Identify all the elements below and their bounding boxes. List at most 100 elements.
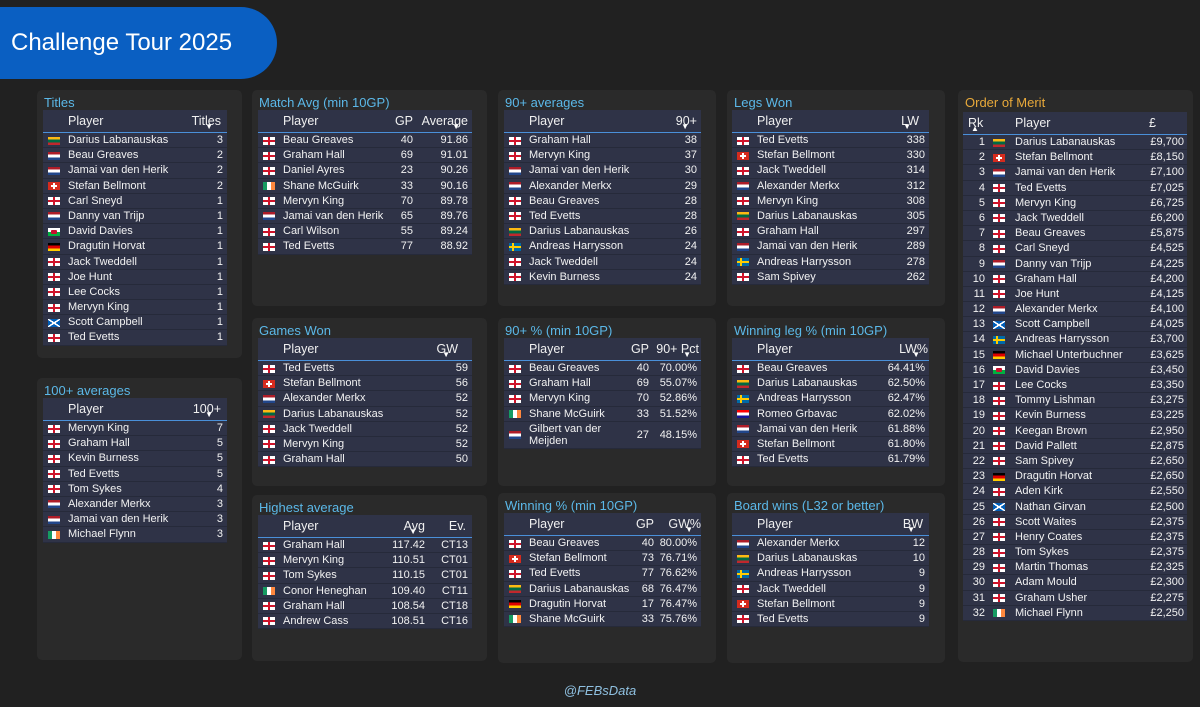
table-row[interactable]: Andreas Harrysson 24 — [504, 239, 701, 255]
table-row[interactable]: 1 Darius Labanauskas £9,700 — [963, 135, 1187, 151]
table-row[interactable]: Beau Greaves 40 70.00% — [504, 361, 701, 377]
table-row[interactable]: Romeo Grbavac 62.02% — [732, 407, 929, 422]
table-row[interactable]: Jack Tweddell 1 — [43, 255, 227, 270]
table-row[interactable]: Stefan Bellmont 56 — [258, 376, 472, 392]
sort-desc-icon[interactable]: ▼ — [205, 122, 213, 131]
table-row[interactable]: Beau Greaves 40 80.00% — [504, 536, 701, 552]
table-row[interactable]: 18 Tommy Lishman £3,275 — [963, 393, 1187, 409]
table-row[interactable]: Kevin Burness 5 — [43, 451, 227, 467]
table-row[interactable]: Jack Tweddell 52 — [258, 422, 472, 437]
sort-desc-icon[interactable]: ▼ — [681, 122, 689, 131]
table-row[interactable]: Stefan Bellmont 73 76.71% — [504, 551, 701, 567]
table-row[interactable]: Alexander Merkx 29 — [504, 179, 701, 194]
table-row[interactable]: Darius Labanauskas 62.50% — [732, 376, 929, 392]
table-row[interactable]: 6 Jack Tweddell £6,200 — [963, 211, 1187, 227]
table-row[interactable]: 30 Adam Mould £2,300 — [963, 575, 1187, 591]
table-row[interactable]: Beau Greaves 40 91.86 — [258, 133, 472, 149]
column-header[interactable]: 90+ — [675, 114, 697, 128]
table-row[interactable]: Graham Hall 69 91.01 — [258, 148, 472, 164]
table-row[interactable]: 13 Scott Campbell £4,025 — [963, 317, 1187, 333]
sort-desc-icon[interactable]: ▼ — [409, 527, 417, 536]
table-row[interactable]: Sam Spivey 262 — [732, 270, 929, 285]
table-row[interactable]: 15 Michael Unterbuchner £3,625 — [963, 348, 1187, 363]
table-row[interactable]: Graham Hall 297 — [732, 224, 929, 240]
sort-desc-icon[interactable]: ▼ — [452, 122, 460, 131]
table-row[interactable]: Graham Hall 108.54 CT18 — [258, 599, 472, 614]
table-row[interactable]: Darius Labanauskas 52 — [258, 407, 472, 422]
table-row[interactable]: 3 Jamai van den Herik £7,100 — [963, 165, 1187, 181]
table-row[interactable]: 22 Sam Spivey £2,650 — [963, 454, 1187, 470]
column-header[interactable]: 100+ — [192, 402, 221, 416]
column-header[interactable]: 90+ Pct — [656, 342, 699, 356]
table-row[interactable]: Shane McGuirk 33 51.52% — [504, 407, 701, 422]
table-row[interactable]: Dragutin Horvat 17 76.47% — [504, 597, 701, 612]
table-row[interactable]: Jamai van den Herik 61.88% — [732, 422, 929, 437]
table-row[interactable]: Andreas Harrysson 278 — [732, 255, 929, 270]
table-row[interactable]: Joe Hunt 1 — [43, 270, 227, 285]
table-row[interactable]: Graham Hall 38 — [504, 133, 701, 149]
column-header[interactable]: GW — [436, 342, 458, 356]
table-row[interactable]: Danny van Trijp 1 — [43, 209, 227, 225]
table-row[interactable]: Gilbert van der Meijden 27 48.15% — [504, 422, 701, 449]
table-row[interactable]: Darius Labanauskas 10 — [732, 551, 929, 567]
table-row[interactable]: Ted Evetts 77 88.92 — [258, 239, 472, 255]
table-row[interactable]: 26 Scott Waites £2,375 — [963, 515, 1187, 530]
table-row[interactable]: 14 Andreas Harrysson £3,700 — [963, 332, 1187, 348]
table-row[interactable]: 29 Martin Thomas £2,325 — [963, 560, 1187, 576]
table-row[interactable]: 4 Ted Evetts £7,025 — [963, 181, 1187, 196]
sort-desc-icon[interactable]: ▼ — [903, 122, 911, 131]
table-row[interactable]: Darius Labanauskas 68 76.47% — [504, 582, 701, 597]
table-row[interactable]: Jack Tweddell 314 — [732, 163, 929, 179]
table-row[interactable]: Darius Labanauskas 3 — [43, 133, 227, 149]
table-row[interactable]: Darius Labanauskas 26 — [504, 224, 701, 240]
column-header[interactable]: Average — [421, 114, 468, 128]
table-row[interactable]: Darius Labanauskas 305 — [732, 209, 929, 225]
table-row[interactable]: Alexander Merkx 52 — [258, 391, 472, 407]
column-header[interactable]: Titles — [191, 114, 221, 128]
table-row[interactable]: Mervyn King 1 — [43, 300, 227, 316]
table-row[interactable]: Mervyn King 37 — [504, 148, 701, 164]
table-row[interactable]: Ted Evetts 59 — [258, 361, 472, 377]
table-row[interactable]: Jack Tweddell 24 — [504, 255, 701, 270]
table-row[interactable]: 23 Dragutin Horvat £2,650 — [963, 469, 1187, 485]
table-row[interactable]: Mervyn King 70 52.86% — [504, 391, 701, 407]
table-row[interactable]: Andreas Harrysson 9 — [732, 566, 929, 582]
table-row[interactable]: Mervyn King 7 — [43, 421, 227, 437]
table-row[interactable]: Carl Wilson 55 89.24 — [258, 224, 472, 240]
table-row[interactable]: 16 David Davies £3,450 — [963, 363, 1187, 378]
table-row[interactable]: 10 Graham Hall £4,200 — [963, 272, 1187, 287]
table-row[interactable]: Ted Evetts 1 — [43, 330, 227, 346]
column-header[interactable]: Rk — [968, 116, 984, 130]
column-header[interactable]: £ — [1149, 116, 1156, 130]
column-header[interactable]: GP — [630, 342, 649, 356]
table-row[interactable]: Tom Sykes 110.15 CT01 — [258, 568, 472, 584]
table-row[interactable]: Alexander Merkx 3 — [43, 497, 227, 513]
table-row[interactable]: 7 Beau Greaves £5,875 — [963, 226, 1187, 242]
table-row[interactable]: Graham Hall 69 55.07% — [504, 376, 701, 392]
table-row[interactable]: 2 Stefan Bellmont £8,150 — [963, 150, 1187, 166]
table-row[interactable]: Ted Evetts 9 — [732, 612, 929, 628]
column-header[interactable]: GP — [394, 114, 413, 128]
column-header[interactable]: Player — [529, 114, 565, 128]
table-row[interactable]: David Davies 1 — [43, 224, 227, 240]
table-row[interactable]: Scott Campbell 1 — [43, 315, 227, 331]
sort-desc-icon[interactable]: ▼ — [685, 525, 693, 534]
column-header[interactable]: Player — [757, 342, 793, 356]
column-header[interactable]: LW% — [899, 342, 928, 356]
table-row[interactable]: Ted Evetts 61.79% — [732, 452, 929, 468]
table-row[interactable]: Alexander Merkx 312 — [732, 179, 929, 194]
table-row[interactable]: Jack Tweddell 9 — [732, 582, 929, 597]
table-row[interactable]: Stefan Bellmont 2 — [43, 179, 227, 194]
table-row[interactable]: Ted Evetts 5 — [43, 467, 227, 482]
table-row[interactable]: 32 Michael Flynn £2,250 — [963, 606, 1187, 621]
table-row[interactable]: Ted Evetts 28 — [504, 209, 701, 225]
table-row[interactable]: Jamai van den Herik 65 89.76 — [258, 209, 472, 225]
table-row[interactable]: 24 Aden Kirk £2,550 — [963, 484, 1187, 500]
table-row[interactable]: Graham Hall 5 — [43, 436, 227, 452]
sort-desc-icon[interactable]: ▼ — [442, 350, 450, 359]
column-header[interactable]: Player — [529, 517, 565, 531]
table-row[interactable]: Shane McGuirk 33 90.16 — [258, 179, 472, 194]
table-row[interactable]: Kevin Burness 24 — [504, 270, 701, 285]
column-header[interactable]: Player — [757, 517, 793, 531]
column-header[interactable]: Player — [529, 342, 565, 356]
